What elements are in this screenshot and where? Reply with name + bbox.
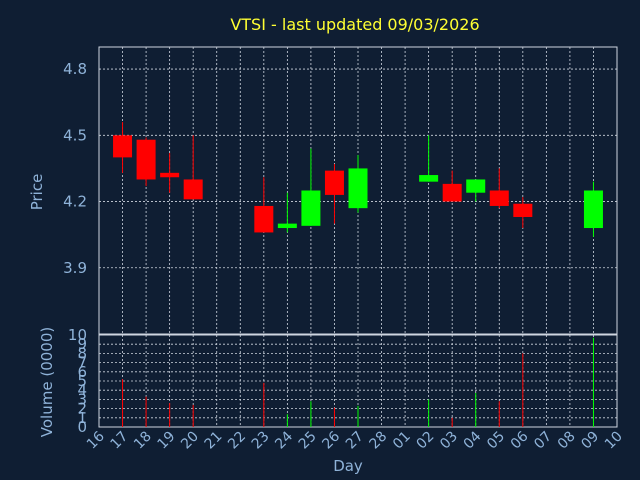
candle-body <box>348 168 368 209</box>
x-tick-label: 06 <box>508 428 532 452</box>
candle-body <box>254 205 274 233</box>
x-tick-label: 10 <box>602 429 626 453</box>
candle-body <box>136 139 156 180</box>
x-tick-label: 26 <box>319 428 343 452</box>
candle-body <box>301 190 321 226</box>
candle-body <box>324 170 344 195</box>
volume-tick-label: 1 <box>77 409 87 427</box>
x-tick-label: 21 <box>202 429 226 453</box>
x-tick-label: 24 <box>272 428 296 452</box>
x-tick-label: 09 <box>578 429 602 453</box>
volume-tick-label: 2 <box>77 400 87 418</box>
price-axis-label: Price <box>28 174 46 211</box>
volume-tick-label: 8 <box>77 344 87 362</box>
candle-body <box>513 203 533 217</box>
candle-body <box>466 179 486 193</box>
volume-tick-label: 9 <box>77 335 87 353</box>
x-tick-label: 07 <box>531 429 555 453</box>
x-tick-label: 23 <box>249 429 273 453</box>
x-tick-label: 01 <box>390 429 414 453</box>
volume-tick-label: 0 <box>77 418 87 436</box>
volume-tick-label: 6 <box>77 363 87 381</box>
volume-axis-label: Volume (0000) <box>38 327 56 437</box>
volume-tick-label: 4 <box>77 381 87 399</box>
x-tick-label: 04 <box>461 428 485 452</box>
candle-body <box>489 190 509 206</box>
chart-title: VTSI - last updated 09/03/2026 <box>230 15 479 34</box>
x-tick-label: 25 <box>296 429 320 453</box>
x-tick-label: 20 <box>178 429 202 453</box>
candle-body <box>277 223 297 229</box>
price-panel: 3.9 4.2 4.5 4.8 <box>63 46 618 335</box>
x-tick-label: 17 <box>107 429 131 453</box>
x-tick-label: 02 <box>414 429 438 453</box>
price-tick-label: 4.8 <box>63 60 87 78</box>
x-tick-label: 28 <box>366 429 390 453</box>
candle-body <box>113 135 133 158</box>
price-tick-label: 3.9 <box>63 259 87 277</box>
volume-tick-label: 5 <box>77 372 87 390</box>
price-tick-label: 4.5 <box>63 126 87 144</box>
candle-body <box>583 190 603 229</box>
candle-body <box>419 175 439 182</box>
x-tick-label: 19 <box>155 429 179 453</box>
candle-body <box>442 183 462 202</box>
x-tick-label: 16 <box>84 428 108 452</box>
volume-tick-label: 3 <box>77 390 87 408</box>
x-tick-label: 05 <box>484 429 508 453</box>
x-tick-label: 08 <box>555 429 579 453</box>
x-tick-label: 03 <box>437 429 461 453</box>
price-tick-label: 4.2 <box>63 193 87 211</box>
candle-body <box>183 179 203 200</box>
candle-body <box>160 172 180 178</box>
x-tick-label: 22 <box>225 429 249 453</box>
x-tick-label: 27 <box>343 429 367 453</box>
x-axis-label: Day <box>333 457 363 475</box>
volume-tick-label: 7 <box>77 354 87 372</box>
volume-tick-label: 10 <box>68 326 87 344</box>
x-tick-label: 18 <box>131 429 155 453</box>
